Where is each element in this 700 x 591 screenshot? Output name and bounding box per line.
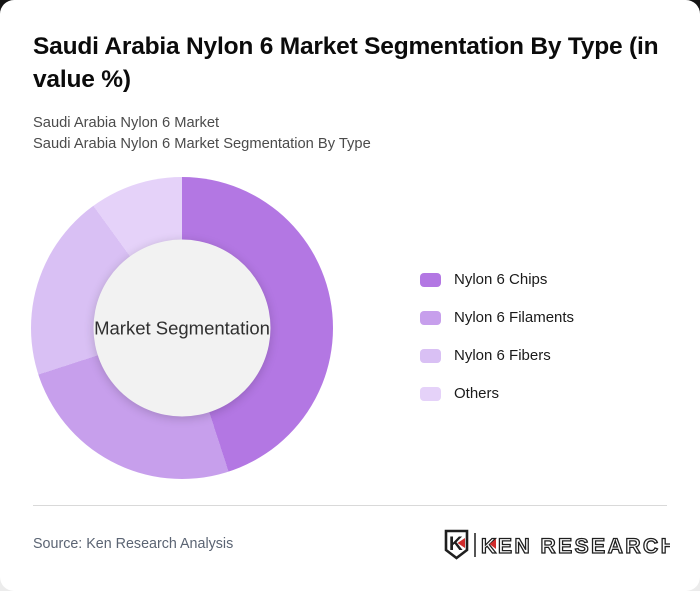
footer-divider — [33, 505, 667, 506]
legend-label: Nylon 6 Fibers — [454, 347, 551, 364]
legend-swatch — [420, 349, 441, 363]
legend-label: Nylon 6 Chips — [454, 271, 548, 288]
donut-center-label: Market Segmentation — [94, 317, 270, 338]
logo-shield-red-triangle — [457, 538, 465, 548]
legend-item-nylon-6-chips[interactable]: Nylon 6 Chips — [420, 272, 574, 288]
logo-wordmark-red-triangle — [489, 539, 496, 549]
legend-swatch — [420, 387, 441, 401]
ken-research-logo-svg: K K EN RESEARCH — [444, 529, 670, 560]
chart-subtitles: Saudi Arabia Nylon 6 Market Saudi Arabia… — [33, 113, 670, 154]
chart-legend: Nylon 6 Chips Nylon 6 Filaments Nylon 6 … — [420, 272, 574, 424]
logo-separator — [474, 533, 476, 557]
ken-research-logo: K K EN RESEARCH — [440, 527, 670, 561]
logo-wordmark: K EN RESEARCH — [480, 534, 670, 558]
source-text: Source: Ken Research Analysis — [33, 536, 234, 552]
legend-label: Others — [454, 385, 500, 402]
legend-label: Nylon 6 Filaments — [454, 309, 575, 326]
legend-item-nylon-6-filaments[interactable]: Nylon 6 Filaments — [420, 310, 574, 326]
subtitle-line-2: Saudi Arabia Nylon 6 Market Segmentation… — [33, 135, 371, 152]
legend-swatch — [420, 273, 441, 287]
donut-chart[interactable]: Market Segmentation — [31, 177, 333, 479]
legend-item-others[interactable]: Others — [420, 386, 574, 402]
page-title: Saudi Arabia Nylon 6 Market Segmentation… — [33, 33, 659, 93]
svg-text:K: K — [481, 535, 499, 558]
legend-swatch — [420, 311, 441, 325]
logo-shield-icon: K — [444, 529, 469, 560]
legend-item-nylon-6-fibers[interactable]: Nylon 6 Fibers — [420, 348, 574, 364]
subtitle-line-1: Saudi Arabia Nylon 6 Market — [33, 115, 220, 131]
donut-center: Market Segmentation — [93, 239, 271, 417]
chart-header: Saudi Arabia Nylon 6 Market Segmentation… — [33, 30, 670, 154]
footer: Source: Ken Research Analysis K K EN RES… — [33, 527, 670, 561]
svg-text:K: K — [449, 534, 463, 555]
svg-text:EN RESEARCH: EN RESEARCH — [498, 535, 670, 558]
